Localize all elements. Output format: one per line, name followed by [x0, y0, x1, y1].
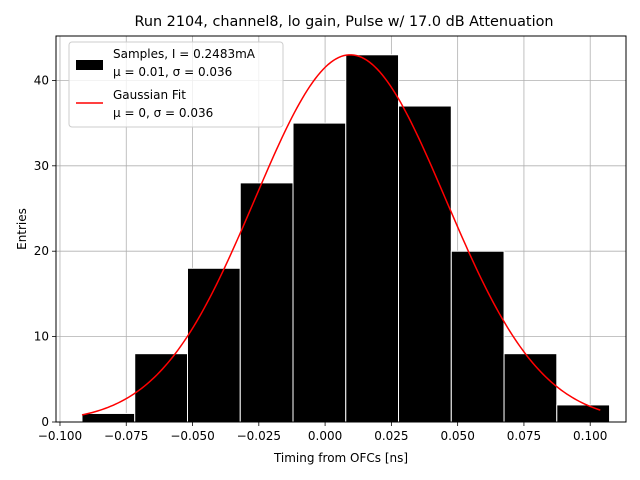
legend-box	[68, 41, 284, 128]
histogram-bar	[503, 353, 558, 423]
x-tick-label: 0.000	[308, 429, 342, 443]
histogram-bar	[134, 353, 188, 423]
y-axis-ticks: 0 10 20 30 40	[34, 73, 56, 429]
y-tick-label: 0	[41, 415, 49, 429]
histogram-bar	[81, 412, 136, 423]
x-tick-label: 0.075	[507, 429, 541, 443]
y-tick-label: 20	[34, 244, 49, 258]
histogram-bar	[345, 54, 400, 423]
histogram-bar	[556, 404, 611, 423]
x-tick-label: 0.100	[573, 429, 607, 443]
x-tick-label: 0.025	[374, 429, 408, 443]
y-tick-label: 30	[34, 159, 49, 173]
axes-frame	[55, 35, 627, 423]
y-tick-label: 10	[34, 330, 49, 344]
x-tick-label: −0.025	[237, 429, 281, 443]
legend-fit-label: Gaussian Fit	[113, 88, 186, 102]
x-axis-ticks: −0.100 −0.075 −0.050 −0.025 0.000 0.025 0.050 0…	[38, 422, 607, 443]
histogram-bar	[398, 105, 452, 423]
histogram-bar	[239, 182, 294, 423]
y-axis-label: Entries	[15, 208, 29, 250]
x-axis-label: Timing from OFCs [ns]	[273, 451, 408, 465]
legend-histogram-stats: μ = 0.01, σ = 0.036	[113, 65, 232, 79]
chart-title: Run 2104, channel8, lo gain, Pulse w/ 17…	[135, 14, 554, 30]
x-tick-label: −0.050	[170, 429, 214, 443]
legend-fit-stats: μ = 0, σ = 0.036	[113, 106, 213, 120]
y-tick-label: 40	[34, 73, 49, 87]
x-tick-label: 0.050	[440, 429, 474, 443]
gaussian-fit-line	[81, 54, 601, 416]
legend-histogram-swatch	[76, 60, 103, 70]
histogram-bar	[292, 122, 347, 423]
x-tick-label: −0.100	[38, 429, 82, 443]
histogram-bars	[81, 54, 611, 423]
legend: Samples, I = 0.2483mA μ = 0.01, σ = 0.03…	[68, 41, 284, 128]
histogram-bar	[450, 250, 505, 423]
legend-histogram-label: Samples, I = 0.2483mA	[113, 47, 256, 61]
x-tick-label: −0.075	[104, 429, 148, 443]
